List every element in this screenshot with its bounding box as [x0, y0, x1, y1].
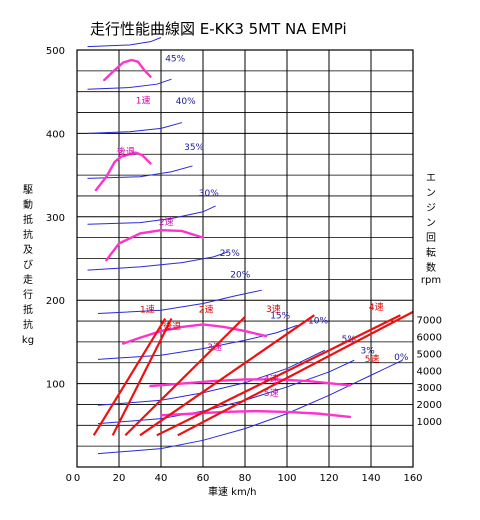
- gradient-curve: [97, 349, 326, 406]
- gear-speed-line: [156, 314, 401, 437]
- gradient-curve-label: 40%: [176, 97, 196, 107]
- rpm-tick-label: 2000: [417, 400, 442, 411]
- resistance-curve: [159, 409, 352, 419]
- y-tick-label: 400: [46, 129, 65, 140]
- resistance-curve: [94, 151, 152, 192]
- chart-axes: 0 20 40 60 80 100 120 140 1601002003004005000100…: [46, 46, 442, 484]
- y-axis-label-char: 及: [23, 244, 33, 256]
- gradient-curve: [97, 359, 403, 455]
- y-tick-label: 500: [46, 46, 65, 57]
- gradient-curve-label: 3%: [361, 347, 376, 357]
- rpm-axis-label-char: rpm: [421, 275, 441, 286]
- x-tick-label: 160: [403, 473, 422, 484]
- gradient-curve-label: 15%: [270, 312, 290, 322]
- gradient-curve-label: 35%: [184, 143, 204, 153]
- gradient-curve: [97, 324, 298, 360]
- gradient-curve: [97, 289, 262, 315]
- y-axis-label-char: kg: [22, 335, 34, 346]
- resistance-curve-label: 後退: [117, 145, 135, 157]
- rpm-tick-label: 1000: [417, 417, 442, 428]
- y-axis-label-char: 動: [23, 198, 33, 211]
- rpm-axis-label-char: ン: [426, 218, 436, 229]
- x-axis-label: 車速 km/h: [208, 485, 256, 498]
- rpm-tick-label: 6000: [417, 332, 442, 343]
- resistance-curve: [105, 228, 205, 262]
- rpm-axis-label-char: ン: [426, 188, 436, 199]
- gradient-curve: [87, 122, 183, 134]
- x-tick-label: 60: [197, 473, 210, 484]
- chart-title: 走行性能曲線図 E-KK3 5MT NA EMPi: [90, 20, 347, 38]
- y-axis-label-char: 抵: [23, 213, 33, 226]
- gear-speed-line-label: 1速: [140, 305, 155, 316]
- y-axis-label-char: 駆: [23, 184, 33, 196]
- rpm-axis-label-char: 転: [426, 247, 436, 259]
- x-tick-label: 100: [277, 473, 296, 484]
- gradient-curve-label: 10%: [308, 317, 328, 327]
- x-tick-label: 20: [113, 473, 126, 484]
- gradient-curve: [87, 205, 216, 225]
- x-tick-label: 120: [319, 473, 338, 484]
- rpm-axis-label-char: ジ: [426, 203, 436, 214]
- y-axis-label-char: 抗: [23, 318, 33, 331]
- y-axis-label-char: 行: [23, 288, 33, 301]
- chart-curves: 0%3%5%10%15%20%25%30%35%40%45%1速後退2速3速4速…: [87, 37, 414, 455]
- resistance-curve: [149, 378, 352, 388]
- gradient-curve: [87, 251, 229, 271]
- y-tick-label: 300: [46, 213, 65, 224]
- gradient-curve-label: 45%: [165, 55, 185, 65]
- gear-speed-line: [111, 318, 173, 436]
- gradient-curve: [87, 165, 193, 179]
- rpm-tick-label: 4000: [417, 366, 442, 377]
- y-tick-label: 100: [46, 380, 65, 391]
- gear-speed-line: [139, 314, 315, 437]
- plot-frame: [76, 49, 414, 468]
- rpm-tick-label: 5000: [417, 349, 442, 360]
- y-axis-label-char: 抵: [23, 303, 33, 316]
- gear-speed-line: [92, 317, 167, 436]
- rpm-axis-label-char: 数: [426, 261, 436, 274]
- x-tick-label: 140: [361, 473, 380, 484]
- gradient-curve: [87, 78, 172, 90]
- rpm-axis-label-char: 回: [426, 232, 436, 244]
- y-axis-label-char: 抗: [23, 228, 33, 241]
- resistance-curve-label: 1速: [136, 95, 151, 106]
- gradient-curve-label: 0%: [394, 353, 409, 363]
- gear-speed-line-label: 2速: [199, 305, 214, 316]
- gradient-curve-label: 20%: [230, 271, 250, 281]
- x-tick-label: 40: [155, 473, 168, 484]
- y-axis-label-char: び: [23, 259, 33, 271]
- gear-speed-line: [124, 316, 246, 437]
- gear-speed-line-label: 5速: [365, 354, 380, 365]
- gear-speed-line-label: 後退: [163, 320, 181, 332]
- gradient-curve: [87, 37, 162, 48]
- y-tick-label: 200: [46, 296, 65, 307]
- rpm-tick-label: 3000: [417, 383, 442, 394]
- resistance-curve: [103, 58, 152, 82]
- x-tick-label: 0: [74, 473, 80, 484]
- gear-speed-line: [177, 310, 414, 437]
- resistance-curve-label: 5速: [264, 388, 279, 399]
- gear-speed-line-label: 4速: [369, 302, 384, 313]
- rpm-tick-label: 7000: [417, 315, 442, 326]
- y-axis-label-char: 走: [23, 274, 33, 286]
- x-tick-label: 80: [239, 473, 252, 484]
- origin-tick-label: 0: [66, 473, 72, 484]
- resistance-curve: [121, 323, 268, 345]
- gradient-curve-label: 25%: [220, 249, 240, 259]
- gradient-curve-label: 30%: [199, 189, 219, 199]
- resistance-curve-label: 2速: [159, 217, 174, 228]
- gear-speed-line-label: 3速: [266, 304, 281, 315]
- rpm-axis-label-char: エ: [426, 173, 436, 184]
